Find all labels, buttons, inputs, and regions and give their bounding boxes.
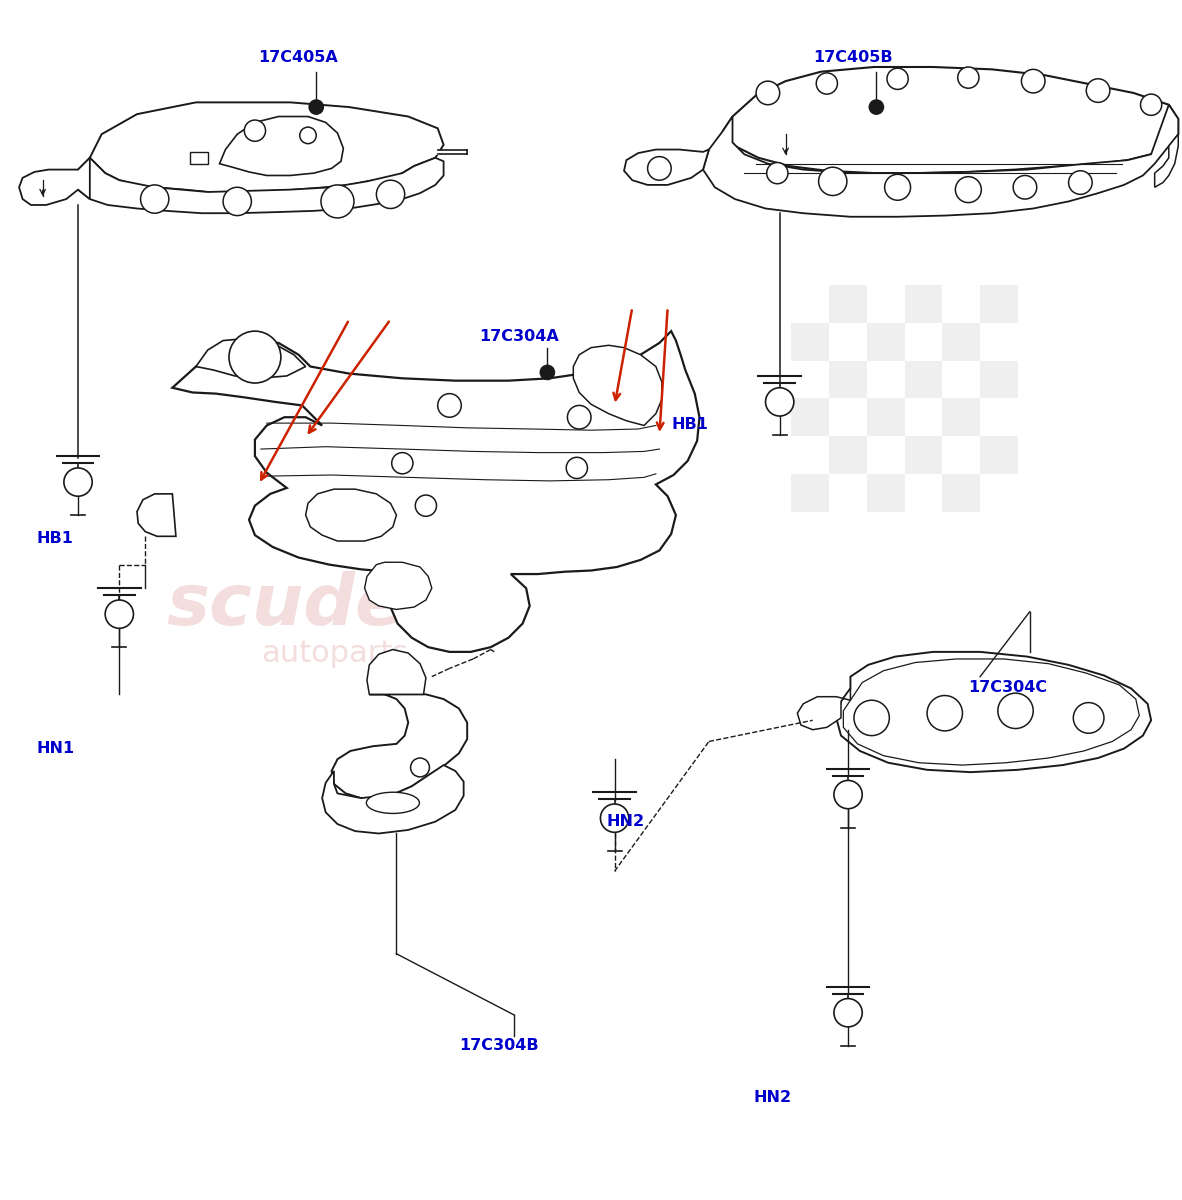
Circle shape (376, 180, 404, 209)
Circle shape (415, 496, 436, 516)
Circle shape (884, 174, 910, 200)
Circle shape (223, 187, 252, 216)
Polygon shape (220, 116, 343, 175)
Bar (980, 286, 1018, 323)
Polygon shape (837, 652, 1151, 772)
Text: 17C304A: 17C304A (479, 329, 559, 343)
Circle shape (766, 388, 794, 416)
Bar (904, 436, 942, 474)
Circle shape (834, 998, 862, 1027)
Polygon shape (78, 157, 443, 214)
Circle shape (819, 167, 846, 196)
Polygon shape (624, 150, 709, 185)
Circle shape (767, 162, 788, 184)
Polygon shape (703, 104, 1178, 217)
Circle shape (1013, 175, 1037, 199)
Circle shape (566, 457, 587, 479)
Text: 17C405A: 17C405A (259, 50, 338, 65)
Polygon shape (843, 659, 1139, 766)
Circle shape (1021, 70, 1045, 92)
Bar (866, 398, 904, 436)
Text: HB1: HB1 (37, 532, 73, 546)
Text: HB1: HB1 (671, 418, 708, 432)
Circle shape (105, 600, 134, 629)
Circle shape (300, 127, 317, 144)
Circle shape (955, 176, 981, 203)
Bar (904, 361, 942, 398)
Bar (866, 323, 904, 361)
Bar (942, 323, 980, 361)
Circle shape (886, 68, 908, 89)
Ellipse shape (366, 792, 420, 814)
Circle shape (437, 394, 461, 418)
Circle shape (310, 100, 324, 114)
Circle shape (322, 185, 353, 218)
Polygon shape (366, 649, 426, 695)
Text: scuderia: scuderia (167, 571, 514, 641)
Circle shape (957, 67, 979, 89)
Circle shape (141, 185, 169, 214)
Polygon shape (173, 331, 700, 652)
Polygon shape (19, 157, 90, 205)
Circle shape (64, 468, 92, 497)
Circle shape (391, 452, 413, 474)
Circle shape (1073, 702, 1104, 733)
Polygon shape (573, 346, 662, 426)
Circle shape (834, 780, 862, 809)
Text: autoparts: autoparts (261, 638, 408, 667)
Text: HN1: HN1 (37, 742, 74, 756)
Bar (830, 436, 866, 474)
Polygon shape (90, 102, 443, 192)
Circle shape (927, 696, 962, 731)
Text: HN2: HN2 (606, 815, 644, 829)
Text: 17C304C: 17C304C (968, 680, 1047, 695)
Polygon shape (364, 563, 431, 610)
Circle shape (648, 157, 671, 180)
Text: 17C405B: 17C405B (813, 50, 892, 65)
Polygon shape (1155, 134, 1178, 187)
Circle shape (410, 758, 429, 776)
Circle shape (1069, 170, 1092, 194)
Polygon shape (723, 67, 1178, 173)
Polygon shape (137, 494, 176, 536)
Polygon shape (190, 152, 208, 163)
Polygon shape (323, 766, 463, 834)
Circle shape (540, 365, 554, 379)
Circle shape (756, 82, 780, 104)
Bar (866, 474, 904, 511)
Circle shape (869, 100, 883, 114)
Polygon shape (306, 490, 396, 541)
Circle shape (817, 73, 838, 94)
Circle shape (998, 694, 1033, 728)
Text: HN2: HN2 (754, 1091, 792, 1105)
Bar (830, 361, 866, 398)
Polygon shape (196, 338, 306, 378)
Bar (980, 436, 1018, 474)
Polygon shape (332, 695, 467, 798)
Bar (980, 361, 1018, 398)
Bar (792, 474, 830, 511)
Bar (904, 286, 942, 323)
Circle shape (229, 331, 281, 383)
Circle shape (853, 701, 889, 736)
Circle shape (245, 120, 266, 142)
Bar (830, 286, 866, 323)
Text: 17C304B: 17C304B (459, 1038, 539, 1054)
Bar (942, 474, 980, 511)
Circle shape (600, 804, 629, 833)
Bar (942, 398, 980, 436)
Circle shape (1141, 94, 1162, 115)
Polygon shape (798, 689, 850, 730)
Bar (792, 398, 830, 436)
Circle shape (567, 406, 591, 430)
Circle shape (1086, 79, 1110, 102)
Bar (792, 323, 830, 361)
